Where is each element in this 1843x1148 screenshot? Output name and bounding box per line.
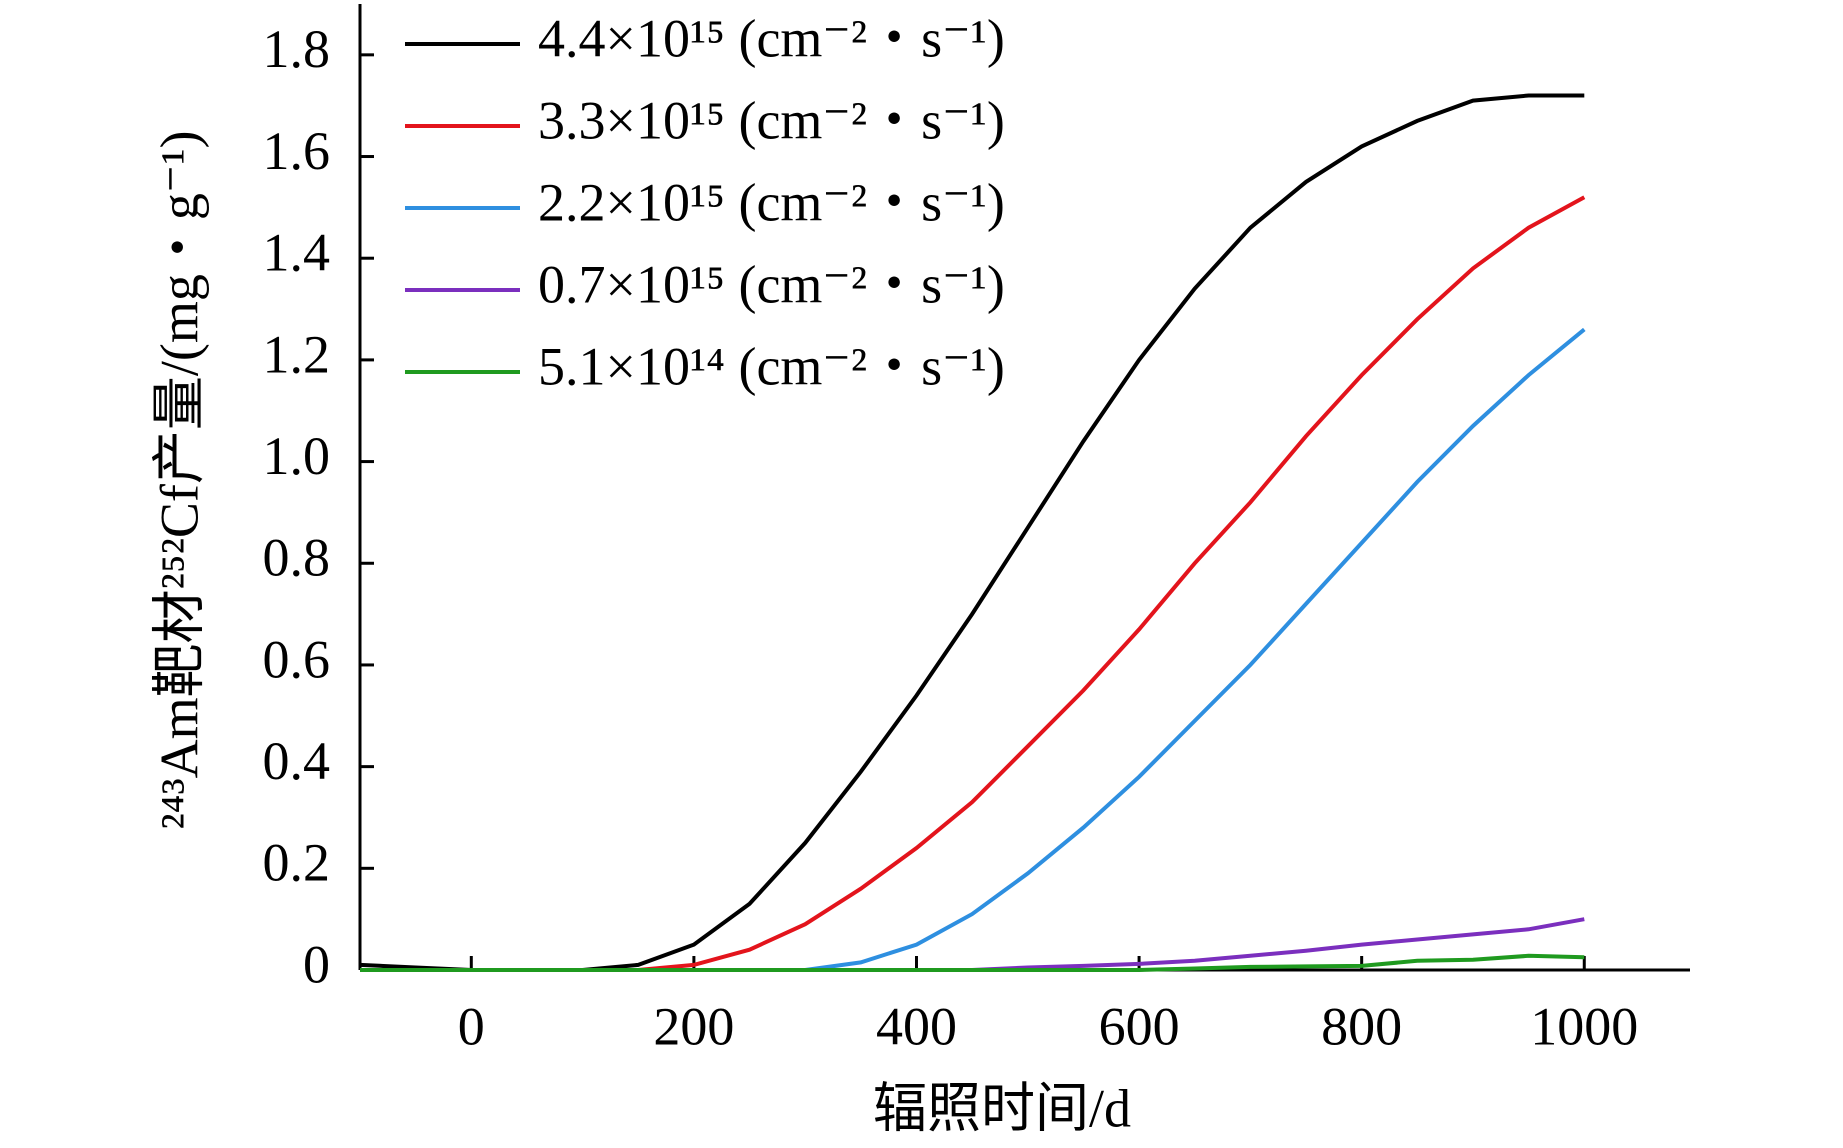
legend-label: 3.3×10¹⁵ (cm⁻²・s⁻¹) xyxy=(538,90,1005,150)
x-axis-label: 辐照时间/d xyxy=(873,1078,1131,1138)
series-line xyxy=(360,953,1585,972)
y-tick-label: 0.8 xyxy=(263,528,331,588)
legend-label: 2.2×10¹⁵ (cm⁻²・s⁻¹) xyxy=(538,172,1005,232)
legend-label: 0.7×10¹⁵ (cm⁻²・s⁻¹) xyxy=(538,254,1005,314)
x-tick-label: 400 xyxy=(876,996,957,1056)
y-tick-label: 1.6 xyxy=(263,121,331,181)
legend-label: 5.1×10¹⁴ (cm⁻²・s⁻¹) xyxy=(538,336,1005,396)
y-tick-label: 0.2 xyxy=(263,833,331,893)
y-tick-label: 1.4 xyxy=(263,223,331,283)
x-tick-label: 1000 xyxy=(1530,996,1638,1056)
legend-label: 4.4×10¹⁵ (cm⁻²・s⁻¹) xyxy=(538,8,1005,68)
y-tick-label: 1.2 xyxy=(263,324,331,384)
series-line xyxy=(360,327,1586,972)
x-tick-label: 0 xyxy=(458,996,485,1056)
y-axis-label: ²⁴³Am靶材²⁵²Cf产量/(mg・g⁻¹) xyxy=(149,130,209,829)
x-tick-label: 200 xyxy=(653,996,734,1056)
y-tick-label: 1.0 xyxy=(263,426,331,486)
y-tick-label: 0 xyxy=(303,934,330,994)
x-tick-label: 800 xyxy=(1321,996,1402,1056)
y-tick-label: 1.8 xyxy=(263,19,331,79)
y-tick-label: 0.6 xyxy=(263,629,331,689)
y-tick-label: 0.4 xyxy=(263,731,331,791)
x-tick-label: 600 xyxy=(1099,996,1180,1056)
